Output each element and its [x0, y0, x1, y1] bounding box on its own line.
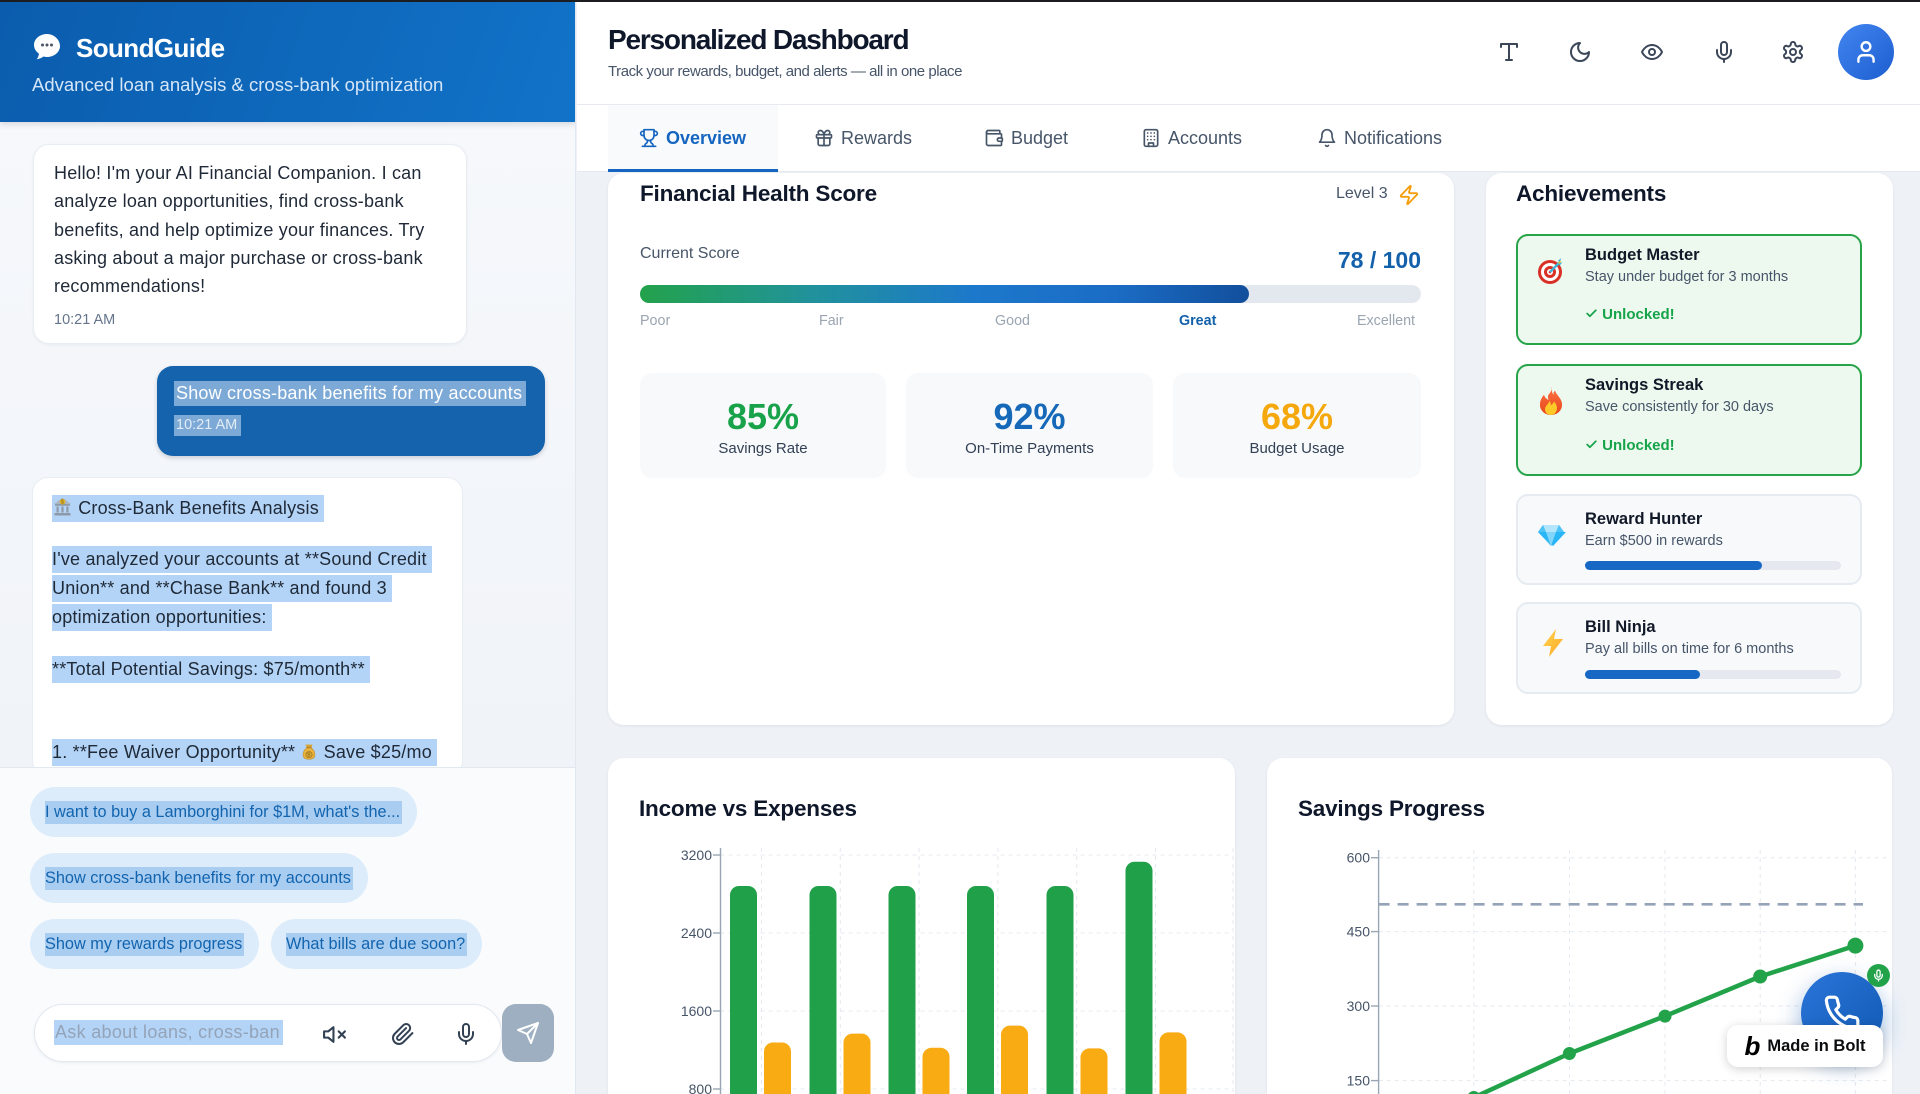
- svg-text:2400: 2400: [681, 925, 712, 941]
- svg-text:$: $: [308, 753, 312, 759]
- svg-text:450: 450: [1347, 924, 1371, 940]
- svg-text:$: $: [61, 499, 64, 505]
- svg-text:300: 300: [1347, 998, 1371, 1014]
- svg-text:3200: 3200: [681, 847, 712, 863]
- svg-text:600: 600: [1347, 850, 1371, 866]
- svg-text:1600: 1600: [681, 1003, 712, 1019]
- svg-text:800: 800: [689, 1081, 713, 1094]
- svg-text:150: 150: [1347, 1073, 1371, 1089]
